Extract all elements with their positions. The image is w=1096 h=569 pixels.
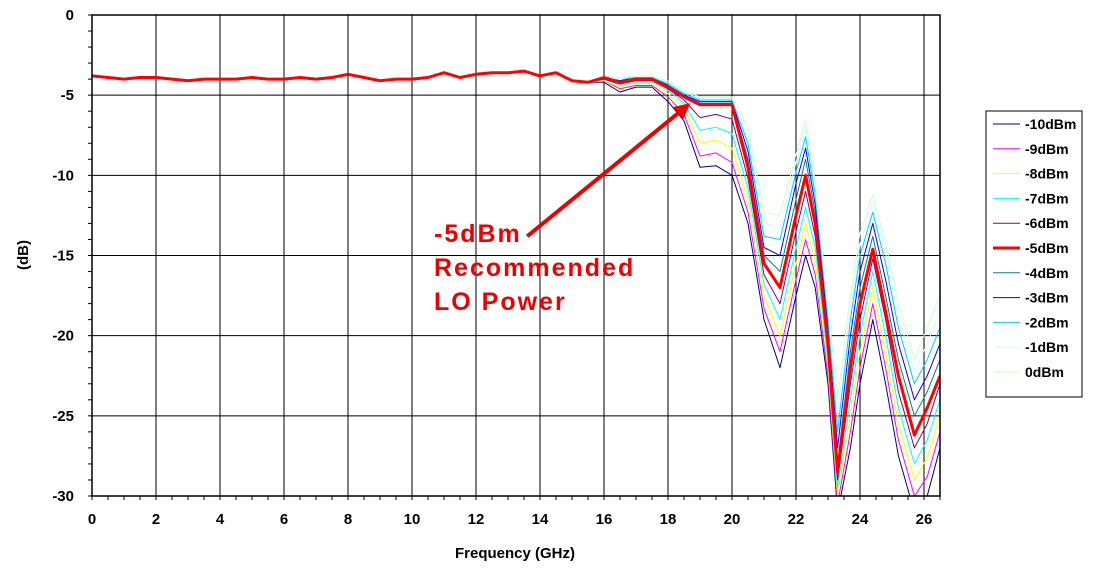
- series-lines: [92, 69, 940, 496]
- y-tick-label: -5: [61, 87, 74, 104]
- legend-label: -6dBm: [1025, 215, 1069, 231]
- series-line-5dbm: [92, 69, 940, 474]
- legend-label: -3dBm: [1025, 290, 1069, 306]
- annotation-arrow: [525, 111, 680, 238]
- annotation-line-2: Recommended: [434, 254, 635, 282]
- y-tick-label: -10: [52, 167, 74, 184]
- x-tick-label: 2: [152, 511, 160, 528]
- plot-frame: [91, 14, 941, 497]
- x-tick-label: 14: [532, 511, 549, 528]
- x-tick-label: 8: [344, 511, 352, 528]
- x-tick-label: 6: [280, 511, 288, 528]
- x-tick-label: 18: [660, 511, 677, 528]
- legend-label: -9dBm: [1025, 141, 1069, 157]
- legend-label: -8dBm: [1025, 166, 1069, 182]
- legend-label: -1dBm: [1025, 339, 1069, 355]
- legend-items: -10dBm -9dBm -8dBm -7dBm -6dBm -5dBm -4dBm -3dB…: [993, 116, 1076, 380]
- legend-label: 0dBm: [1025, 364, 1064, 380]
- y-tick-label: -30: [52, 488, 74, 505]
- x-axis-title: Frequency (GHz): [455, 545, 575, 562]
- annotation: -5dBm Recommended LO Power: [434, 103, 691, 316]
- legend-box: [985, 110, 1083, 398]
- legend-label: -7dBm: [1025, 190, 1069, 206]
- annotation-arrow-head: [672, 103, 691, 120]
- x-tick-label: 22: [788, 511, 805, 528]
- y-tick-label: -20: [52, 328, 74, 345]
- y-tick-label: 0: [66, 7, 74, 24]
- x-tick-label: 12: [468, 511, 485, 528]
- tick-labels: 0 2 4 6 8 10 12 14 16 18 20 22 24 260-5-10-15-20-25-3…: [52, 7, 932, 528]
- y-tick-label: -15: [52, 248, 74, 265]
- legend-label: -5dBm: [1025, 240, 1069, 256]
- x-tick-label: 24: [852, 511, 869, 528]
- legend-label: -10dBm: [1025, 116, 1076, 132]
- axes: [88, 14, 941, 500]
- x-tick-label: 20: [724, 511, 741, 528]
- x-tick-label: 0: [88, 511, 96, 528]
- legend-label: -4dBm: [1025, 265, 1069, 281]
- y-tick-label: -25: [52, 408, 74, 425]
- x-tick-label: 16: [596, 511, 613, 528]
- legend: -10dBm -9dBm -8dBm -7dBm -6dBm -5dBm -4dBm -3dB…: [985, 110, 1083, 398]
- y-axis-title: (dB): [15, 240, 32, 270]
- annotation-line-3: LO Power: [434, 288, 567, 316]
- x-tick-label: 10: [404, 511, 421, 528]
- x-tick-label: 4: [216, 511, 225, 528]
- legend-label: -2dBm: [1025, 314, 1069, 330]
- annotation-line-1: -5dBm: [434, 220, 522, 248]
- x-tick-label: 26: [916, 511, 933, 528]
